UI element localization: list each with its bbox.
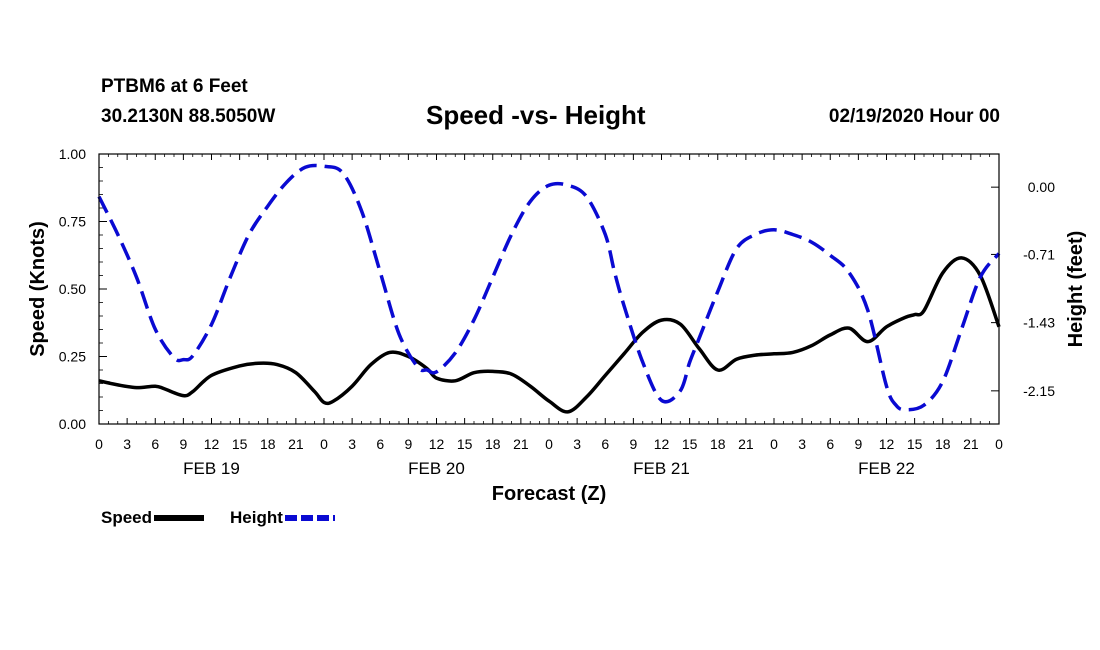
height-series-line	[97, 163, 1001, 412]
legend-speed-label: Speed	[101, 508, 153, 527]
x-tick-label: 15	[457, 436, 473, 452]
x-tick-label: 6	[151, 436, 159, 452]
x-tick-label: 15	[907, 436, 923, 452]
y2-tick-label: -1.43	[1023, 315, 1055, 331]
x-tick-label: 6	[376, 436, 384, 452]
x-tick-label: 3	[573, 436, 581, 452]
x-tick-label: 21	[513, 436, 529, 452]
y-axis-title: Speed (Knots)	[27, 221, 49, 357]
x-tick-label: 3	[348, 436, 356, 452]
x-tick-label: 12	[654, 436, 670, 452]
x-tick-label: 18	[485, 436, 501, 452]
axis-labels: 0 3 6 9 12 15 18 21 0 3 6 9 12 15 18 21 0 3 6 9 12 15 18 21 0 3 6 9…	[27, 146, 1087, 505]
plot-ticks	[98, 153, 1000, 425]
day-label: FEB 22	[858, 459, 915, 478]
legend-speed-swatch	[154, 515, 205, 521]
x-axis-title: Forecast (Z)	[492, 483, 606, 505]
x-tick-label: 9	[404, 436, 412, 452]
y-tick-label: 0.25	[59, 349, 86, 365]
x-tick-label: 15	[682, 436, 698, 452]
x-tick-label: 12	[204, 436, 220, 452]
x-tick-label: 6	[601, 436, 609, 452]
x-tick-label: 3	[123, 436, 131, 452]
x-tick-label: 18	[260, 436, 276, 452]
y2-tick-label: -2.15	[1023, 383, 1055, 399]
x-tick-label: 0	[545, 436, 553, 452]
y2-tick-label: -0.71	[1023, 246, 1055, 262]
x-tick-label: 18	[710, 436, 726, 452]
x-tick-label: 9	[179, 436, 187, 452]
y-tick-label: 0.75	[59, 214, 86, 230]
x-tick-label: 12	[879, 436, 895, 452]
x-tick-label: 0	[995, 436, 1003, 452]
x-tick-label: 21	[288, 436, 304, 452]
day-label: FEB 19	[183, 459, 240, 478]
legend-height: Height	[230, 508, 337, 528]
coordinates-label: 30.2130N 88.5050W	[101, 106, 276, 127]
legend-height-swatch	[284, 515, 335, 521]
plot-frame	[98, 153, 1000, 425]
x-tick-label: 9	[854, 436, 862, 452]
chart-title: Speed -vs- Height	[426, 100, 646, 130]
day-label: FEB 20	[408, 459, 465, 478]
speed-series-line	[98, 256, 1001, 414]
y-tick-label: 0.00	[59, 416, 86, 432]
x-tick-label: 9	[629, 436, 637, 452]
x-tick-label: 21	[963, 436, 979, 452]
x-tick-label: 21	[738, 436, 754, 452]
legend-height-label: Height	[230, 508, 283, 527]
x-tick-label: 12	[429, 436, 445, 452]
forecast-datetime: 02/19/2020 Hour 00	[828, 106, 1000, 127]
x-tick-label: 3	[798, 436, 806, 452]
legend-speed: Speed	[101, 508, 206, 528]
plot-series	[97, 163, 1001, 414]
x-tick-label: 18	[935, 436, 951, 452]
x-tick-label: 0	[95, 436, 103, 452]
x-tick-label: 0	[770, 436, 778, 452]
x-tick-label: 15	[232, 436, 248, 452]
day-label: FEB 21	[633, 459, 690, 478]
x-tick-label: 0	[320, 436, 328, 452]
x-tick-label: 6	[826, 436, 834, 452]
y2-axis-title: Height (feet)	[1065, 231, 1087, 348]
y2-tick-label: 0.00	[1028, 179, 1055, 195]
y-tick-label: 0.50	[59, 281, 86, 297]
y-tick-label: 1.00	[59, 146, 86, 162]
station-label: PTBM6 at 6 Feet	[101, 76, 248, 97]
